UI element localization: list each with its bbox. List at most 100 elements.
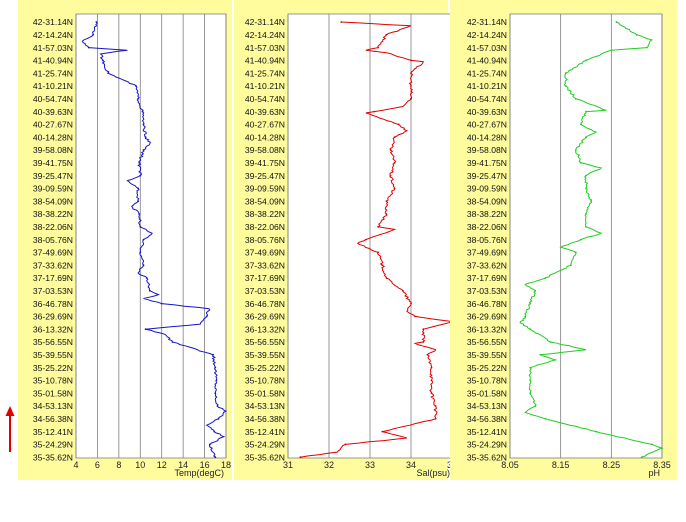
sal-lat-label: 41-25.74N [245, 68, 285, 78]
sal-data-point [410, 97, 412, 100]
temp-lat-label: 40-39.63N [33, 107, 73, 117]
ph-data-point [544, 417, 547, 420]
ph-lat-label: 39-25.47N [467, 171, 507, 181]
temp-data-point [171, 341, 174, 343]
ph-data-point [569, 264, 572, 267]
temp-tick-label: 8 [116, 460, 121, 470]
ph-lat-label: 36-29.69N [467, 312, 507, 322]
sal-lat-label: 35-39.55N [245, 350, 285, 360]
ph-tick-label: 8.25 [603, 460, 621, 470]
sal-lat-label: 38-38.22N [245, 209, 285, 219]
temp-tick-label: 18 [221, 460, 231, 470]
sal-data-point [385, 277, 388, 279]
sal-lat-label: 34-56.38N [245, 414, 285, 424]
ph-data-point [650, 443, 653, 446]
sal-lat-label: 42-14.24N [245, 30, 285, 40]
sal-lat-label: 40-54.74N [245, 94, 285, 104]
sal-lat-label: 35-25.22N [245, 363, 285, 373]
sal-lat-label: 39-41.75N [245, 158, 285, 168]
sal-data-point [426, 353, 429, 356]
ph-lat-label: 40-54.74N [467, 94, 507, 104]
temp-data-point [138, 161, 141, 164]
sal-data-point [389, 174, 392, 177]
sal-lat-label: 41-40.94N [245, 56, 285, 66]
temp-data-point [213, 430, 216, 433]
sal-lat-label: 35-35.62N [245, 452, 285, 462]
temp-data-point [135, 85, 137, 87]
temp-tick-label: 14 [178, 460, 188, 470]
sal-lat-label: 37-33.62N [245, 260, 285, 270]
sal-data-point [422, 341, 425, 343]
temp-lat-label: 38-54.09N [33, 196, 73, 206]
ph-data-point [580, 161, 582, 164]
ph-data-point [574, 251, 577, 254]
sal-data-point [344, 443, 347, 446]
temp-lat-label: 39-41.75N [33, 158, 73, 168]
ph-profile-line [519, 21, 664, 458]
sal-lat-label: 40-27.67N [245, 120, 285, 130]
temp-lat-label: 41-25.74N [33, 68, 73, 78]
ph-data-point [539, 353, 542, 356]
temp-data-point [101, 59, 104, 62]
temp-lat-label: 42-14.24N [33, 30, 73, 40]
sal-data-point [422, 328, 425, 331]
ph-tick-label: 8.05 [501, 460, 519, 470]
sal-data-point [430, 392, 433, 395]
temp-data-point [137, 200, 140, 203]
ph-axis-label: pH [648, 468, 660, 478]
sal-tick-label: 31 [283, 460, 293, 470]
sal-data-point [393, 136, 396, 139]
sal-data-point [401, 289, 404, 292]
sal-lat-label: 36-13.32N [245, 324, 285, 334]
temp-data-point [141, 110, 144, 113]
ph-lat-label: 35-25.22N [467, 363, 507, 373]
sal-data-point [385, 33, 388, 36]
temp-data-point [214, 366, 217, 369]
temp-lat-label: 34-56.38N [33, 414, 73, 424]
ph-lat-label: 39-41.75N [467, 158, 507, 168]
ph-data-point [574, 149, 577, 151]
ph-data-point [585, 110, 587, 113]
sal-tick-label: 32 [324, 460, 334, 470]
ph-lat-label: 37-17.69N [467, 273, 507, 283]
temp-data-point [138, 213, 141, 215]
temp-lat-label: 35-25.22N [33, 363, 73, 373]
temp-lat-label: 35-24.29N [33, 440, 73, 450]
sal-lat-label: 35-24.29N [245, 440, 285, 450]
temp-data-point [139, 174, 142, 177]
sal-data-point [381, 430, 384, 433]
ph-data-point [529, 366, 532, 369]
ph-data-point [534, 289, 537, 292]
temp-data-point [139, 225, 142, 228]
sal-data-point [393, 161, 396, 164]
sal-lat-label: 42-31.14N [245, 17, 285, 27]
ph-lat-label: 38-05.76N [467, 235, 507, 245]
temp-lat-label: 38-05.76N [33, 235, 73, 245]
temp-data-point [95, 21, 98, 23]
ph-lat-label: 35-12.41N [467, 427, 507, 437]
sal-lat-label: 39-58.08N [245, 145, 285, 155]
ph-data-point [595, 430, 598, 433]
sal-lat-label: 38-05.76N [245, 235, 285, 245]
ph-data-point [524, 315, 527, 318]
ph-tick-label: 8.35 [653, 460, 671, 470]
ph-lat-label: 41-40.94N [467, 56, 507, 66]
temp-data-point [139, 251, 142, 254]
sal-data-point [377, 225, 380, 228]
temp-lat-label: 37-49.69N [33, 248, 73, 258]
temp-lat-label: 40-14.28N [33, 132, 73, 142]
sal-data-point [385, 213, 388, 215]
temp-data-point [137, 97, 140, 100]
sal-data-point [410, 302, 412, 305]
temp-data-point [144, 328, 147, 331]
ph-panel: 8.05 8.15 8.25 8.35 42-31.14N 42-14.24N 41-57.… [450, 0, 677, 480]
temp-lat-label: 36-29.69N [33, 312, 73, 322]
ph-lat-label: 39-58.08N [467, 145, 507, 155]
sal-data-point [385, 200, 388, 203]
sal-profile-line [300, 21, 453, 458]
temp-data-point [92, 33, 95, 36]
sal-data-point [377, 46, 380, 49]
ph-lat-label: 40-27.67N [467, 120, 507, 130]
temp-lat-label: 35-39.55N [33, 350, 73, 360]
